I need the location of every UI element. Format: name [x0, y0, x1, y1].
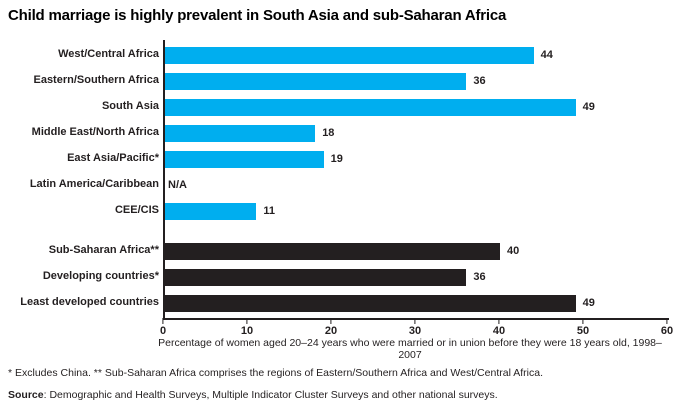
bar: [164, 202, 257, 220]
bar: [164, 124, 316, 142]
bar-track: 36: [164, 72, 669, 90]
bar-row: CEE/CIS 11: [0, 198, 672, 224]
bar-track: 49: [164, 294, 669, 312]
tick-mark: [666, 318, 668, 324]
bar: [164, 46, 534, 64]
category-label: Sub-Saharan Africa**: [48, 244, 159, 257]
bar-value-label: 36: [473, 271, 486, 283]
tick-label: 60: [660, 325, 674, 337]
category-label: South Asia: [101, 100, 159, 113]
x-axis-ticks: 0 10 20 30 40 50 60: [159, 318, 673, 338]
bar: [164, 72, 467, 90]
bar-track: 19: [164, 150, 669, 168]
bar-value-label: 49: [582, 101, 595, 113]
x-axis-label: Percentage of women aged 20–24 years who…: [158, 337, 662, 361]
bar-row: Least developed countries 49: [0, 290, 672, 316]
bar: [164, 294, 576, 312]
bar-value-label: 11: [263, 205, 276, 217]
bar: [164, 242, 500, 260]
tick-mark: [498, 318, 500, 324]
source-text: : Demographic and Health Surveys, Multip…: [43, 389, 498, 401]
na-label: N/A: [168, 179, 187, 191]
tick-label: 0: [159, 325, 167, 337]
bar-row: Sub-Saharan Africa** 40: [0, 238, 672, 264]
tick-label: 30: [408, 325, 422, 337]
bar: [164, 150, 324, 168]
bar-track: 18: [164, 124, 669, 142]
tick-mark: [414, 318, 416, 324]
bar-row: Developing countries* 36: [0, 264, 672, 290]
bar-rows: West/Central Africa 44 Eastern/Southern Af…: [0, 42, 672, 316]
source-label: Source: [8, 389, 44, 401]
bar-row: South Asia 49: [0, 94, 672, 120]
category-label: East Asia/Pacific*: [67, 152, 159, 165]
category-label: Eastern/Southern Africa: [33, 74, 159, 87]
bar-value-label: 44: [540, 49, 553, 61]
bar-track: 40: [164, 242, 669, 260]
footnote-text: * Excludes China. ** Sub-Saharan Africa …: [8, 367, 543, 379]
bar-row: Middle East/North Africa 18: [0, 120, 672, 146]
bar-value-label: 40: [507, 245, 520, 257]
chart-title: Child marriage is highly prevalent in So…: [8, 7, 507, 24]
tick-mark: [582, 318, 584, 324]
bar: [164, 268, 467, 286]
category-label: Latin America/Caribbean: [29, 178, 159, 191]
bar-track: 36: [164, 268, 669, 286]
tick-mark: [246, 318, 248, 324]
tick-label: 40: [492, 325, 506, 337]
category-label: CEE/CIS: [114, 204, 159, 217]
category-label: West/Central Africa: [58, 48, 159, 61]
tick-mark: [330, 318, 332, 324]
bar-value-label: 18: [322, 127, 335, 139]
bar-value-label: 36: [473, 75, 486, 87]
tick-label: 10: [240, 325, 254, 337]
bar-row: Eastern/Southern Africa 36: [0, 68, 672, 94]
bar-row: West/Central Africa 44: [0, 42, 672, 68]
bar-row: East Asia/Pacific* 19: [0, 146, 672, 172]
tick-label: 20: [324, 325, 338, 337]
y-axis-line: [163, 40, 165, 318]
bar-track: N/A: [164, 177, 669, 194]
bar-value-label: 19: [330, 153, 343, 165]
bar-row: Latin America/Caribbean N/A: [0, 172, 672, 198]
tick-mark: [162, 318, 164, 324]
category-label: Least developed countries: [20, 296, 159, 309]
bar-track: 11: [164, 202, 669, 220]
tick-label: 50: [576, 325, 590, 337]
bar-track: 49: [164, 98, 669, 116]
category-label: Middle East/North Africa: [31, 126, 159, 139]
source-line: Source: Demographic and Health Surveys, …: [8, 389, 498, 401]
category-label: Developing countries*: [42, 270, 159, 283]
bar-value-label: 49: [582, 297, 595, 309]
bar: [164, 98, 576, 116]
x-axis-line: [163, 318, 669, 320]
bar-track: 44: [164, 46, 669, 64]
